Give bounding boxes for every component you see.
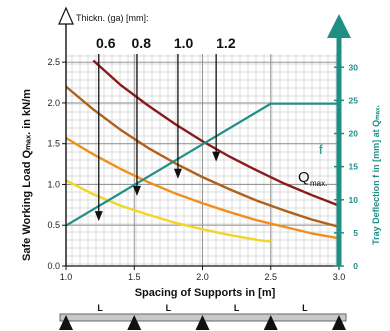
support-triangle: [263, 315, 278, 330]
load-curve-0.8: [65, 136, 340, 240]
support-triangle: [59, 315, 73, 330]
x-tick-label: 3.0: [333, 272, 346, 282]
thickness-arrowhead: [94, 211, 103, 222]
right-tick-label: 30: [349, 62, 359, 72]
right-tick-label: 15: [349, 162, 359, 172]
support-marker: L: [97, 303, 103, 313]
deflection-label: f: [319, 142, 323, 157]
support-marker: L: [166, 303, 172, 313]
thickness-arrows: [94, 54, 221, 222]
right-tick-label: 5: [353, 228, 358, 238]
thickness-label: 1.0: [174, 35, 194, 51]
y-tick-label: 2.5: [47, 57, 60, 67]
right-tick-label: 20: [349, 129, 359, 139]
right-tick-label: 25: [349, 95, 359, 105]
y-tick-label: 0.0: [47, 261, 60, 271]
deflection-series: [65, 102, 339, 227]
thickness-title: Thickn. (ga) [mm]:: [76, 13, 149, 23]
support-triangles: [59, 315, 346, 330]
y-tick-label: 0.5: [47, 220, 60, 230]
x-tick-label: 1.5: [128, 272, 141, 282]
thickness-label: 1.2: [216, 35, 236, 51]
x-tick-label: 2.5: [264, 272, 277, 282]
thickness-labels: 0.6 0.8 1.0 1.2: [96, 35, 236, 51]
y-tick-labels: 0.0 0.5 1.0 1.5 2.0 2.5: [47, 57, 66, 271]
right-tick-label: 0: [353, 261, 358, 271]
load-label-sub: max.: [310, 179, 327, 188]
support-marker: L: [302, 303, 308, 313]
thickness-label: 0.6: [96, 35, 116, 51]
load-curve-0.6: [65, 179, 271, 243]
load-curve-1.0: [65, 85, 340, 229]
thickness-arrowhead: [212, 151, 221, 162]
y-tick-label: 1.0: [47, 179, 60, 189]
x-tick-label: 1.0: [60, 272, 73, 282]
right-axis-title: Tray Deflection f in [mm] at Qₘₐₓ.: [371, 105, 381, 245]
support-triangle: [127, 315, 142, 330]
support-triangle: [332, 315, 346, 330]
deflection-line: [65, 102, 339, 227]
thickness-arrowhead: [173, 168, 182, 179]
right-tick-label: 10: [349, 195, 359, 205]
y-axis-title: Safe Working Load Qₘₐₓ. in kN/m: [21, 89, 33, 261]
support-triangle: [195, 315, 210, 330]
thickness-label: 0.8: [132, 35, 152, 51]
y-tick-label: 1.5: [47, 139, 60, 149]
load-label: Q: [298, 169, 310, 186]
x-tick-label: 2.0: [196, 272, 209, 282]
x-axis-title: Spacing of Supports in [m]: [135, 287, 276, 299]
thickness-arrowhead: [132, 185, 141, 196]
x-tick-labels: 1.0 1.5 2.0 2.5 3.0: [60, 266, 346, 282]
y-tick-label: 2.0: [47, 98, 60, 108]
right-axis-arrowhead: [327, 14, 351, 38]
support-marker: L: [234, 303, 240, 313]
y-axis-arrowhead: [58, 6, 74, 25]
right-tick-labels: 0 5 10 15 20 25 30: [334, 62, 358, 271]
